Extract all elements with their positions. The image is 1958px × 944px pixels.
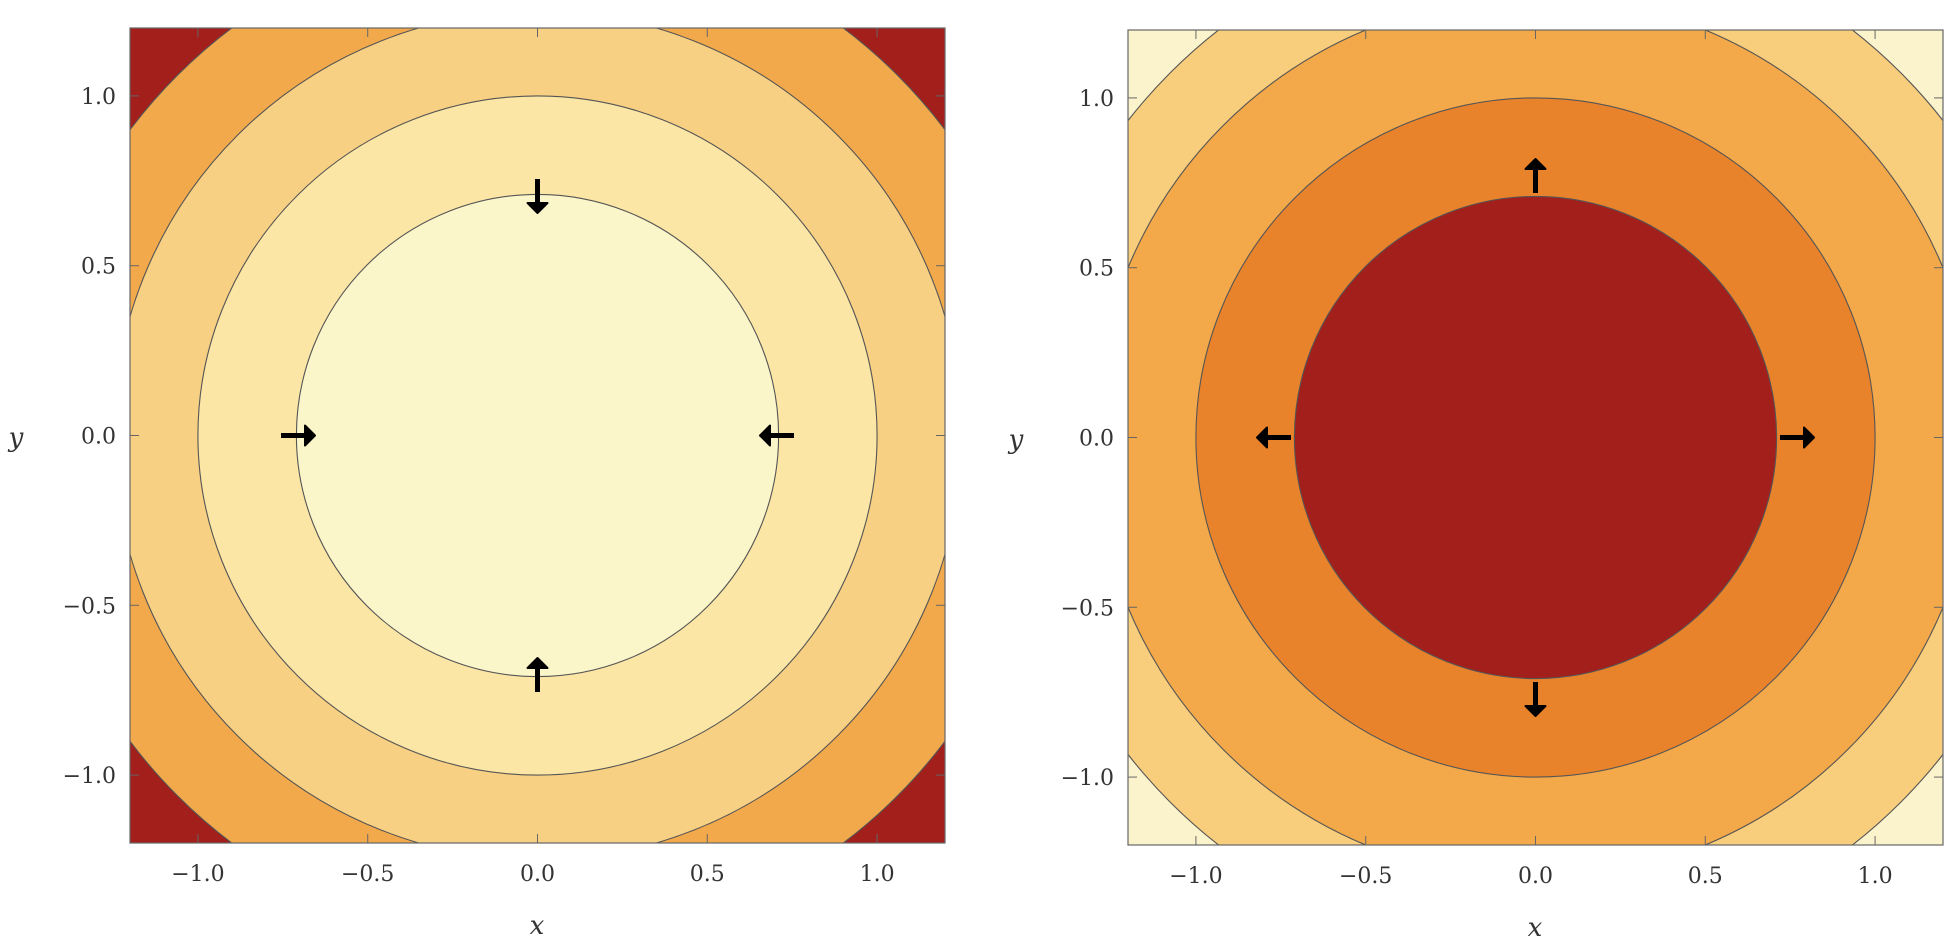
left-contour-layer (130, 28, 945, 843)
left-y-tick-label: 0.5 (81, 255, 116, 280)
right-x-tick-label: −0.5 (1339, 864, 1392, 889)
left-x-axis-label: x (530, 911, 545, 941)
right-y-tick-label: 0.0 (1079, 427, 1114, 452)
right-y-tick-label: −1.0 (1061, 766, 1114, 791)
left-x-tick-label: −0.5 (341, 862, 394, 887)
left-arrow-head (526, 202, 549, 214)
left-y-tick-label: 1.0 (81, 85, 116, 110)
right-x-axis-label: x (1528, 913, 1543, 943)
left-gradient-arrow (526, 179, 549, 214)
left-gradient-arrow (281, 424, 316, 447)
right-contour-level-1 (1293, 195, 1778, 680)
right-y-ticks: −1.0 −0.5 0.0 0.5 1.0 (1061, 87, 1943, 791)
right-x-tick-label: 0.0 (1518, 864, 1553, 889)
left-x-tick-label: 0.0 (520, 862, 555, 887)
right-x-tick-label: 1.0 (1858, 864, 1893, 889)
left-y-tick-label: 0.0 (81, 425, 116, 450)
right-y-tick-label: 0.5 (1079, 257, 1114, 282)
right-contour-chart: −1.0 −0.5 0.0 0.5 1.0 −1.0 −0.5 0.0 0.5 1.0 x y (1008, 29, 1944, 943)
right-arrow-head (1524, 705, 1547, 717)
right-contour-layer (1128, 30, 1943, 845)
left-gradient-arrow (759, 424, 794, 447)
right-gradient-arrow (1780, 426, 1815, 449)
right-y-tick-label: 1.0 (1079, 87, 1114, 112)
right-y-axis-label: y (1008, 425, 1024, 455)
left-contour-chart: −1.0 −0.5 0.0 0.5 1.0 −1.0 −0.5 0.0 0.5 1.0 x y (8, 27, 946, 941)
right-arrow-head (1256, 426, 1268, 449)
left-y-tick-label: −0.5 (63, 594, 116, 619)
left-y-ticks: −1.0 −0.5 0.0 0.5 1.0 (63, 85, 945, 789)
right-arrow-head (1524, 158, 1547, 170)
left-x-tick-label: 1.0 (860, 862, 895, 887)
right-arrow-head (1803, 426, 1815, 449)
right-x-tick-label: −1.0 (1169, 864, 1222, 889)
right-gradient-arrow (1524, 158, 1547, 193)
left-x-tick-label: 0.5 (690, 862, 725, 887)
left-arrow-head (304, 424, 316, 447)
right-y-tick-label: −0.5 (1061, 596, 1114, 621)
left-x-tick-label: −1.0 (171, 862, 224, 887)
left-x-ticks: −1.0 −0.5 0.0 0.5 1.0 (171, 28, 895, 887)
left-gradient-arrow (526, 657, 549, 692)
right-x-tick-label: 0.5 (1688, 864, 1723, 889)
left-y-axis-label: y (8, 423, 24, 453)
right-gradient-arrow (1524, 682, 1547, 717)
right-x-ticks: −1.0 −0.5 0.0 0.5 1.0 (1169, 30, 1893, 889)
left-contour-level-1 (295, 193, 780, 678)
left-y-tick-label: −1.0 (63, 764, 116, 789)
left-arrows (281, 179, 794, 692)
left-arrow-head (759, 424, 771, 447)
right-gradient-arrow (1256, 426, 1291, 449)
right-arrows (1256, 158, 1815, 717)
left-arrow-head (526, 657, 549, 669)
